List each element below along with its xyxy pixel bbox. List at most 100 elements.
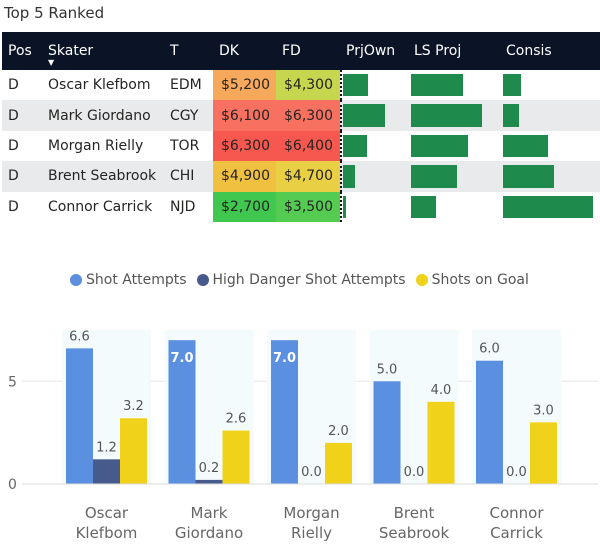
cell-skater: Morgan Rielly <box>42 130 164 162</box>
cell-dk: $6,300 <box>213 130 276 162</box>
cell-prjown <box>340 100 408 131</box>
cell-consis <box>500 70 600 101</box>
lsproj-bar <box>411 195 436 218</box>
col-team[interactable]: T <box>164 32 213 70</box>
col-pos[interactable]: Pos <box>2 32 42 70</box>
cell-fd: $4,300 <box>276 70 340 101</box>
legend-label: Shots on Goal <box>431 272 529 288</box>
dashed-divider <box>340 70 342 101</box>
data-label: 3.0 <box>533 403 554 418</box>
col-consis[interactable]: Consis <box>500 32 600 70</box>
cell-prjown <box>340 161 408 192</box>
legend-dot-icon <box>70 274 82 286</box>
lsproj-bar <box>411 74 463 97</box>
table-row[interactable]: D Oscar Klefbom EDM $5,200 $4,300 <box>2 70 600 101</box>
cell-fd: $6,400 <box>276 130 340 162</box>
cell-prjown <box>340 130 408 162</box>
x-tick-label: Carrick <box>490 524 543 542</box>
cell-skater: Oscar Klefbom <box>42 70 164 101</box>
data-label: 5.0 <box>377 362 398 377</box>
col-fd[interactable]: FD <box>276 32 340 70</box>
lsproj-bar <box>411 104 482 127</box>
cell-pos: D <box>2 161 42 192</box>
cell-pos: D <box>2 70 42 101</box>
chart-title: Top 5 Ranked <box>4 4 105 22</box>
cell-lsproj <box>408 191 500 222</box>
bar <box>120 418 147 484</box>
col-skater[interactable]: Skater ▼ <box>42 32 164 70</box>
cell-prjown <box>340 191 408 222</box>
cell-pos: D <box>2 130 42 162</box>
data-label: 0.0 <box>301 465 322 480</box>
cell-fd: $3,500 <box>276 191 340 222</box>
x-tick-label: Klefbom <box>76 524 138 542</box>
consis-bar <box>503 195 593 218</box>
data-label: 3.2 <box>123 399 144 414</box>
table-row[interactable]: D Mark Giordano CGY $6,100 $6,300 <box>2 100 600 131</box>
col-skater-label: Skater <box>48 43 94 59</box>
cell-lsproj <box>408 70 500 101</box>
data-label: 6.6 <box>69 329 90 344</box>
prjown-bar <box>343 165 356 188</box>
bar <box>373 381 401 484</box>
dashed-divider <box>340 191 342 222</box>
bar <box>222 430 250 484</box>
data-label: 2.0 <box>328 424 349 439</box>
ranked-table: Pos Skater ▼ T DK FD PrjOwn LS Proj Consi… <box>2 32 600 222</box>
cell-fd: $4,700 <box>276 161 340 192</box>
y-tick-label: 5 <box>8 374 17 390</box>
cell-skater: Brent Seabrook <box>42 161 164 192</box>
data-label: 6.0 <box>479 342 500 357</box>
x-tick-label: Oscar <box>85 504 129 522</box>
bar <box>168 340 196 484</box>
data-label: 0.0 <box>506 465 527 480</box>
prjown-bar <box>343 195 346 218</box>
consis-bar <box>503 165 555 188</box>
lsproj-bar <box>411 165 457 188</box>
legend-dot-icon <box>196 274 209 286</box>
prjown-bar <box>343 134 367 158</box>
table-row[interactable]: D Brent Seabrook CHI $4,900 $4,700 <box>2 161 600 192</box>
data-label: 0.0 <box>404 465 425 480</box>
prjown-bar <box>343 74 368 97</box>
table-header-row: Pos Skater ▼ T DK FD PrjOwn LS Proj Consi… <box>2 32 600 70</box>
bar <box>476 360 503 484</box>
cell-pos: D <box>2 100 42 131</box>
bar <box>93 459 120 484</box>
lsproj-bar <box>411 134 468 158</box>
cell-dk: $5,200 <box>213 70 276 101</box>
cell-dk: $4,900 <box>213 161 276 192</box>
dashed-divider <box>340 161 342 192</box>
cell-team: CGY <box>164 100 213 131</box>
cell-lsproj <box>408 130 500 162</box>
cell-prjown <box>340 70 408 101</box>
x-tick-label: Brent <box>394 504 435 522</box>
x-tick-label: Rielly <box>291 524 332 542</box>
data-label: 7.0 <box>273 351 296 366</box>
cell-skater: Connor Carrick <box>42 191 164 222</box>
legend-item[interactable]: Shots on Goal <box>415 272 529 288</box>
data-label: 1.2 <box>96 440 117 455</box>
col-lsproj[interactable]: LS Proj <box>408 32 500 70</box>
col-prjown[interactable]: PrjOwn <box>340 32 408 70</box>
legend-item[interactable]: High Danger Shot Attempts <box>196 272 406 288</box>
cell-consis <box>500 191 600 222</box>
sort-down-icon: ▼ <box>48 58 55 67</box>
cell-lsproj <box>408 161 500 192</box>
cell-skater: Mark Giordano <box>42 100 164 131</box>
consis-bar <box>503 134 548 158</box>
dashed-divider <box>340 130 342 162</box>
data-label: 7.0 <box>170 351 193 366</box>
table-row[interactable]: D Morgan Rielly TOR $6,300 $6,400 <box>2 130 600 162</box>
consis-bar <box>503 104 520 127</box>
cell-pos: D <box>2 191 42 222</box>
cell-lsproj <box>408 100 500 131</box>
cell-fd: $6,300 <box>276 100 340 131</box>
table-row[interactable]: D Connor Carrick NJD $2,700 $3,500 <box>2 191 600 222</box>
col-dk[interactable]: DK <box>213 32 276 70</box>
bar-chart: 0 5 6.6 1.2 3.2 Oscar Klefbom 7.0 0.2 2.6 Mark Gior… <box>8 329 598 542</box>
y-tick-label: 0 <box>8 477 17 493</box>
bar <box>271 340 298 484</box>
legend-label: Shot Attempts <box>86 272 187 288</box>
legend-item[interactable]: Shot Attempts <box>70 272 187 288</box>
